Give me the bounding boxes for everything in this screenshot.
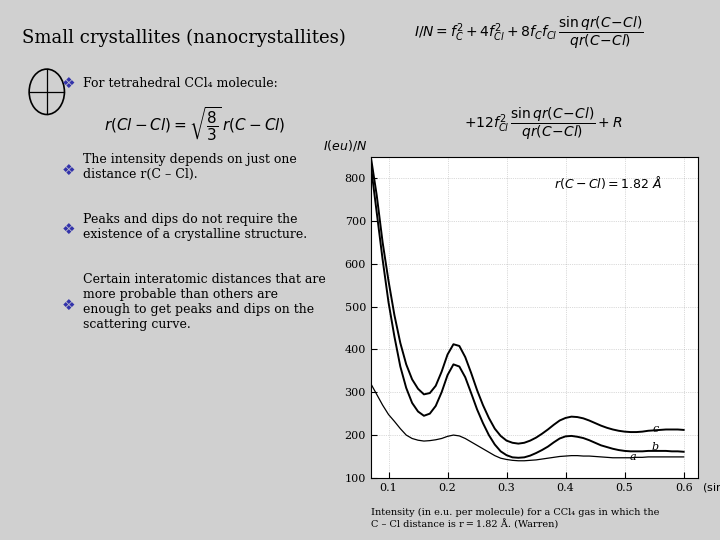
- Text: c: c: [653, 424, 660, 434]
- Text: $+12f_{Cl}^2\,\dfrac{\sin qr(C\!-\!Cl)}{qr(C\!-\!Cl)}+R$: $+12f_{Cl}^2\,\dfrac{\sin qr(C\!-\!Cl)}{…: [464, 106, 623, 142]
- Text: $I/N = f_C^2 + 4f_{Cl}^2 + 8f_C f_{Cl}\,\dfrac{\sin qr(C\!-\!Cl)}{qr(C\!-\!Cl)}$: $I/N = f_C^2 + 4f_{Cl}^2 + 8f_C f_{Cl}\,…: [414, 15, 644, 51]
- Text: For tetrahedral CCl₄ molecule:: For tetrahedral CCl₄ molecule:: [83, 77, 277, 90]
- Text: $I(eu)/N$: $I(eu)/N$: [323, 138, 367, 153]
- Text: ❖: ❖: [62, 163, 75, 178]
- Text: $r(Cl-Cl)=\sqrt{\dfrac{8}{3}}\,r(C-Cl)$: $r(Cl-Cl)=\sqrt{\dfrac{8}{3}}\,r(C-Cl)$: [104, 105, 285, 143]
- Text: Certain interatomic distances that are
more probable than others are
enough to g: Certain interatomic distances that are m…: [83, 273, 325, 332]
- Text: Intensity (in e.u. per molecule) for a CCl₄ gas in which the
C – Cl distance is : Intensity (in e.u. per molecule) for a C…: [371, 508, 660, 529]
- Text: $(\sin\,\theta)/\lambda$: $(\sin\,\theta)/\lambda$: [702, 481, 720, 494]
- Text: Peaks and dips do not require the
existence of a crystalline structure.: Peaks and dips do not require the existe…: [83, 213, 307, 241]
- Text: b: b: [651, 442, 658, 452]
- Text: a: a: [629, 453, 636, 462]
- Text: Small crystallites (nanocrystallites): Small crystallites (nanocrystallites): [22, 29, 346, 47]
- Text: ❖: ❖: [62, 76, 75, 91]
- Text: ❖: ❖: [62, 222, 75, 237]
- Text: ❖: ❖: [62, 298, 75, 313]
- Text: $r(C-Cl)=1.82\ \AA$: $r(C-Cl)=1.82\ \AA$: [554, 174, 662, 191]
- Text: The intensity depends on just one
distance r(C – Cl).: The intensity depends on just one distan…: [83, 153, 297, 181]
